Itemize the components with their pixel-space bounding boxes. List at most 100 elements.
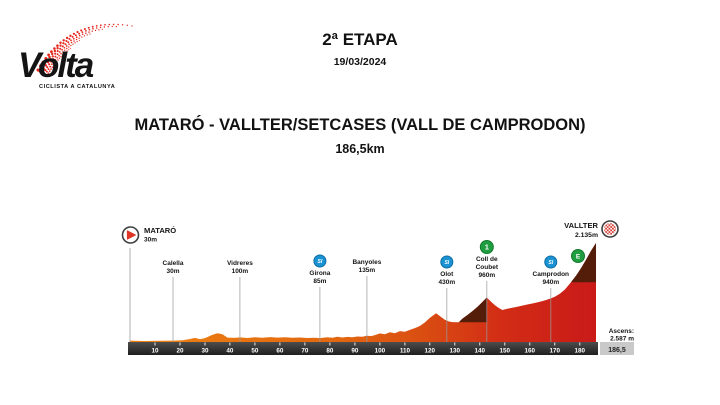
- swoosh-dot: [52, 58, 55, 60]
- swoosh-dot: [46, 61, 50, 64]
- axis-tick-label: 30: [201, 348, 209, 355]
- axis-tick-label: 150: [500, 348, 511, 355]
- waypoint-name: Coll de: [476, 256, 498, 263]
- swoosh-dot: [59, 41, 62, 45]
- swoosh-dot: [121, 24, 124, 26]
- axis-tick-label: 90: [351, 348, 359, 355]
- swoosh-dot: [99, 24, 102, 27]
- swoosh-dot: [58, 57, 61, 59]
- distance-axis-bar: [128, 342, 598, 355]
- svg-text:SI: SI: [444, 260, 449, 266]
- svg-text:E: E: [576, 253, 581, 260]
- axis-tick-label: 100: [375, 348, 386, 355]
- total-distance-box: [600, 342, 634, 355]
- swoosh-dot: [50, 60, 53, 63]
- swoosh-dot: [72, 43, 74, 45]
- swoosh-dot: [91, 25, 94, 28]
- swoosh-dot: [60, 56, 62, 58]
- swoosh-dot: [65, 36, 69, 40]
- total-distance-label: 186,5: [608, 347, 626, 354]
- swoosh-dot: [58, 54, 60, 57]
- swoosh-dot: [107, 26, 109, 28]
- swoosh-dot: [83, 35, 86, 37]
- swoosh-dot: [42, 67, 45, 70]
- swoosh-dot: [50, 52, 54, 56]
- waypoint-start: MATARÓ 30m: [121, 226, 176, 342]
- swoosh-dot: [63, 46, 66, 49]
- swoosh-dot: [78, 32, 81, 35]
- swoosh-dot: [52, 61, 55, 63]
- swoosh-dot: [85, 30, 87, 32]
- swoosh-dot: [49, 58, 52, 61]
- swoosh-dot: [46, 66, 49, 69]
- swoosh-dot: [60, 52, 62, 55]
- volta-logo: Volta CICLISTA A CATALUNYA: [18, 12, 148, 98]
- ascent-value: 2.587 m: [610, 336, 634, 343]
- swoosh-dot: [55, 60, 58, 63]
- stage-header: 2ª ETAPA 19/03/2024: [0, 30, 720, 68]
- swoosh-dot: [56, 47, 59, 50]
- swoosh-dot: [68, 46, 70, 48]
- stage-number: 2ª ETAPA: [322, 30, 398, 49]
- finish-checkered-icon: [601, 220, 619, 238]
- category-1-climb-icon: 1: [479, 240, 494, 254]
- swoosh-dot: [62, 51, 64, 53]
- svg-text:SI: SI: [318, 259, 323, 265]
- route-block: MATARÓ - VALLTER/SETCASES (VALL DE CAMPR…: [0, 116, 720, 156]
- swoosh-dot: [72, 32, 76, 35]
- swoosh-dot: [54, 58, 57, 61]
- swoosh-dot: [88, 28, 91, 31]
- swoosh-dot: [72, 37, 75, 40]
- swoosh-dot: [54, 52, 57, 55]
- waypoint-altitude: 85m: [313, 278, 326, 285]
- swoosh-dot: [45, 59, 49, 62]
- swoosh-dot: [78, 39, 80, 41]
- swoosh-dot: [56, 56, 59, 59]
- waypoint-name: Girona: [309, 270, 330, 277]
- waypoint-altitude: 960m: [478, 272, 495, 279]
- swoosh-dot: [73, 40, 75, 42]
- waypoint-altitude: 430m: [438, 279, 455, 286]
- swoosh-dot: [108, 23, 111, 26]
- swoosh-dot: [112, 23, 115, 26]
- swoosh-dot: [70, 44, 72, 47]
- swoosh-dot: [56, 50, 59, 53]
- swoosh-dot: [48, 63, 51, 66]
- axis-tick-label: 110: [400, 348, 411, 355]
- swoosh-dot: [59, 47, 62, 50]
- swoosh-dot: [131, 25, 133, 27]
- swoosh-dot: [69, 34, 72, 37]
- waypoint-name: Calella: [163, 260, 184, 267]
- swoosh-dot: [76, 30, 79, 34]
- swoosh-dot: [101, 28, 103, 30]
- swoosh-dot: [44, 69, 47, 72]
- swoosh-dot: [81, 31, 84, 34]
- swoosh-dot: [87, 26, 90, 29]
- swoosh-dot: [117, 23, 119, 26]
- swoosh-dot: [80, 29, 83, 32]
- swoosh-dot: [48, 70, 51, 72]
- swoosh-dot: [48, 55, 51, 59]
- swoosh-dot: [49, 65, 52, 68]
- intermediate-sprint-icon: SI: [544, 255, 558, 269]
- swoosh-dot: [95, 24, 98, 27]
- axis-tick-label: 140: [475, 348, 486, 355]
- swoosh-dot: [44, 57, 48, 60]
- swoosh-dot: [47, 72, 50, 74]
- swoosh-dot: [63, 53, 65, 55]
- start-icon: [121, 226, 140, 244]
- swoosh-dot: [94, 29, 97, 32]
- axis-tick-label: 60: [276, 348, 284, 355]
- ascent-label: Ascens:: [609, 328, 634, 335]
- swoosh-dot: [59, 44, 62, 47]
- axis-tick-label: 180: [575, 348, 586, 355]
- swoosh-dot: [81, 33, 84, 36]
- swoosh-dot: [81, 36, 83, 38]
- swoosh-dot: [70, 41, 73, 44]
- swoosh-dot: [58, 51, 61, 53]
- swoosh-dot: [92, 27, 94, 30]
- swoosh-dot: [43, 62, 46, 66]
